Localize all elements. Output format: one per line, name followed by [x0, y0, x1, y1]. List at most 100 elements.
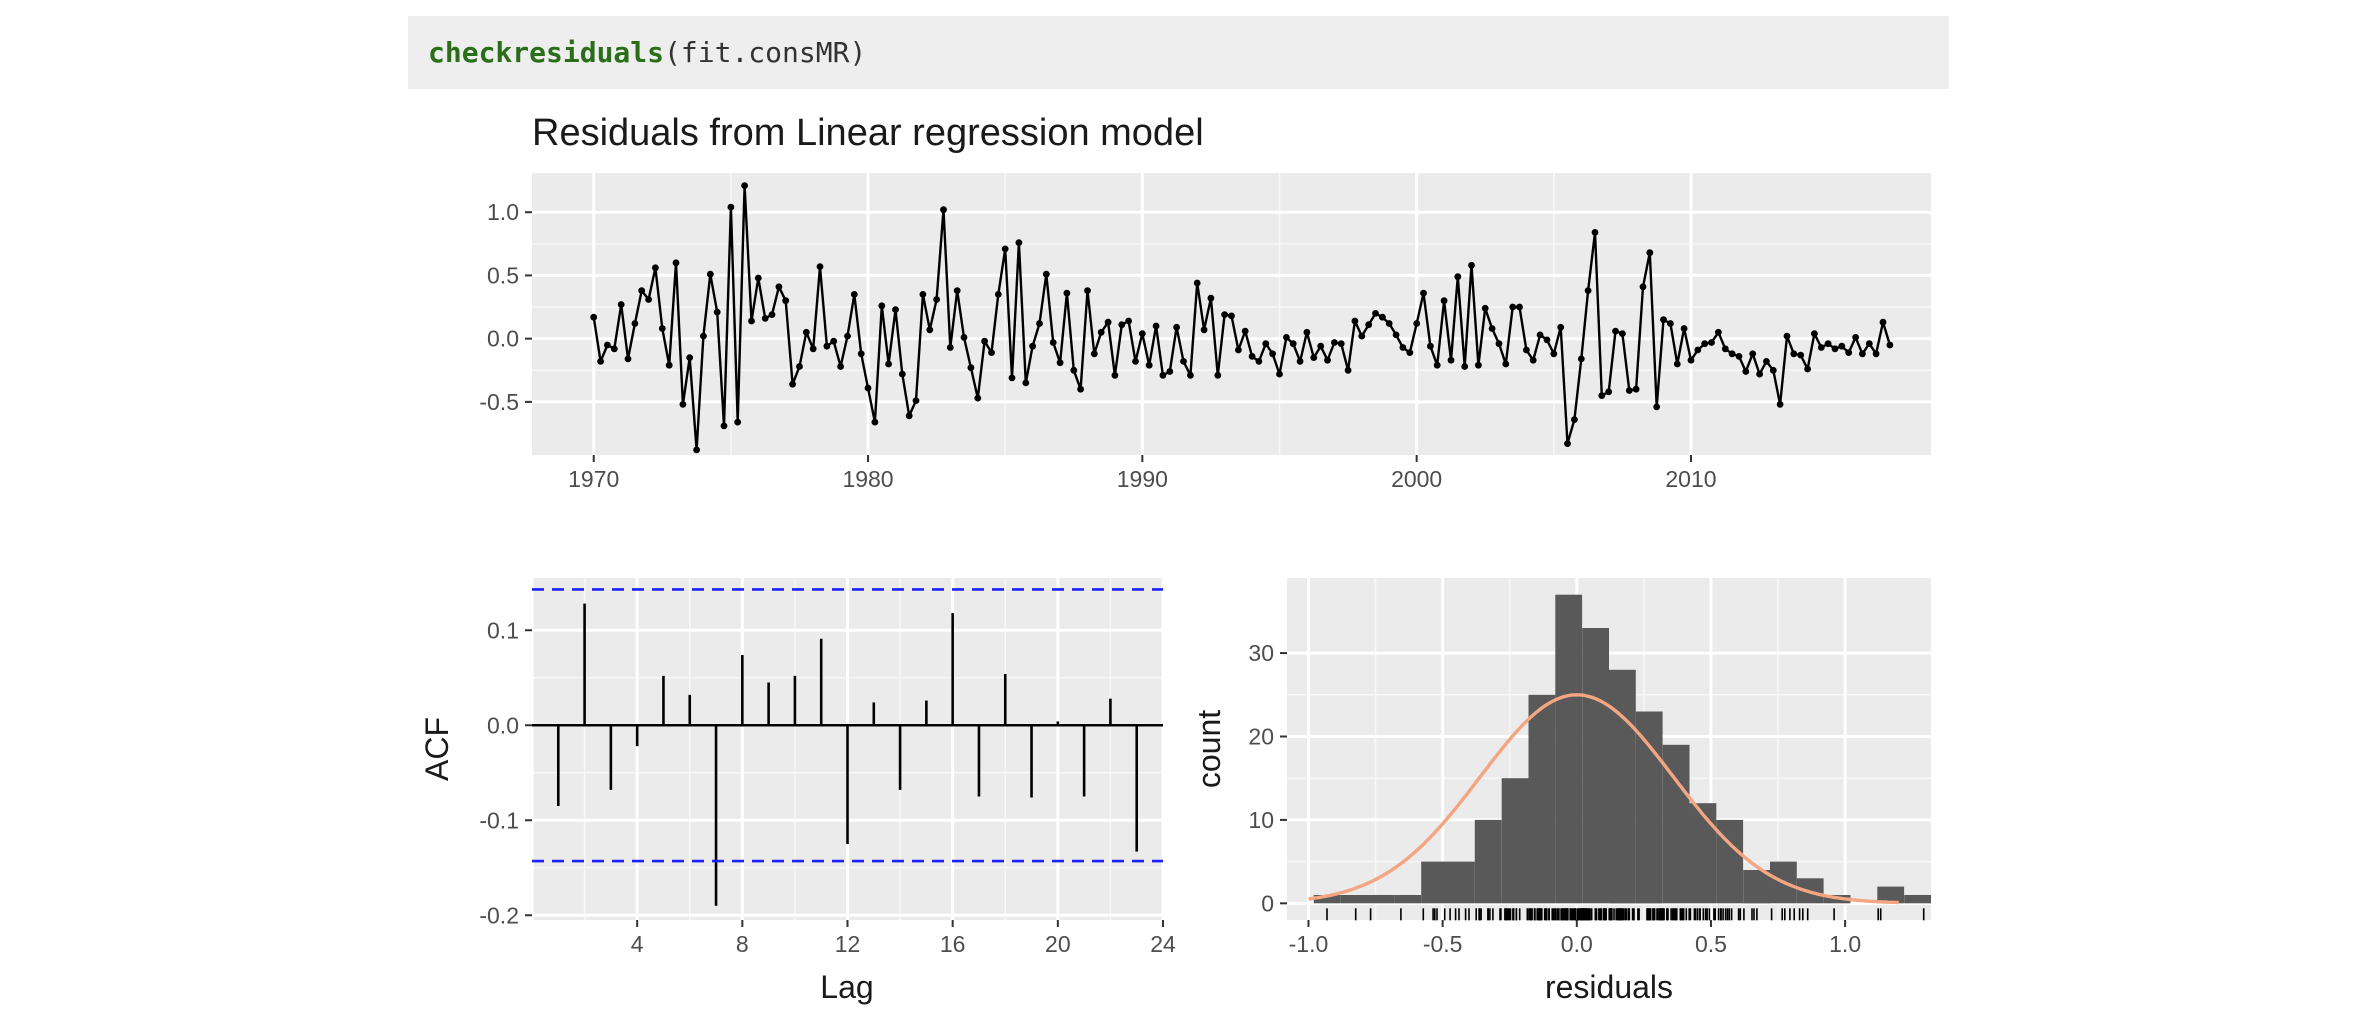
code-block: checkresiduals (fit.consMR) — [408, 16, 1949, 89]
hist-x-axis: -1.0 -0.5 0.0 0.5 1.0 — [1289, 920, 1861, 957]
residual-point — [1427, 342, 1434, 350]
hist-bar — [1877, 886, 1905, 904]
residual-point — [1804, 365, 1811, 373]
residual-point — [1509, 303, 1517, 311]
residual-point — [590, 313, 598, 321]
residual-point — [1118, 321, 1126, 329]
acf-y-axis-title: ACF — [419, 717, 455, 781]
residual-point — [1488, 325, 1496, 332]
hist-bar — [1904, 895, 1931, 904]
code-function: checkresiduals — [428, 36, 665, 69]
residual-point — [1283, 334, 1290, 341]
residual-point — [1523, 346, 1530, 354]
residual-point — [1769, 366, 1777, 374]
residual-series — [590, 182, 1894, 454]
residual-point — [734, 418, 742, 426]
hist-density — [1308, 693, 1899, 905]
residual-point — [1166, 368, 1174, 375]
histogram-panel: 0 10 20 30 -1.0 -0.5 0.0 0.5 1.0 residuals coun… — [1191, 578, 1931, 1005]
residual-point — [604, 341, 611, 349]
acf-panel: -0.2 -0.1 0.0 0.1 4 8 12 16 20 24 Lag ACF — [419, 578, 1176, 1005]
residual-point — [1392, 331, 1400, 339]
hist-bar — [1609, 669, 1636, 904]
y-tick-label: 0 — [1261, 890, 1274, 916]
residual-point — [748, 317, 755, 325]
residual-point — [1879, 318, 1887, 326]
residual-point — [940, 206, 947, 214]
residual-point — [713, 308, 721, 316]
residual-point — [1619, 330, 1626, 337]
hist-bar — [1448, 861, 1475, 904]
residual-point — [1049, 339, 1057, 346]
x-tick-label: -0.5 — [1423, 931, 1463, 957]
residual-point — [960, 334, 968, 341]
residual-point — [1605, 388, 1613, 396]
ts-x-axis: 1970 1980 1990 2000 2010 — [568, 455, 1717, 492]
residual-point — [1708, 339, 1715, 346]
y-tick-label: 0.0 — [487, 712, 519, 738]
residual-point — [1694, 346, 1702, 354]
residual-point — [926, 326, 934, 334]
residual-point — [1646, 249, 1654, 257]
residual-point — [775, 283, 783, 291]
residual-point — [919, 291, 927, 298]
x-tick-label: 24 — [1150, 931, 1176, 957]
residual-point — [988, 349, 995, 356]
residual-point — [1399, 344, 1407, 351]
acf-y-axis: -0.2 -0.1 0.0 0.1 — [479, 617, 532, 928]
ts-gridlines — [532, 173, 1931, 455]
residual-point — [1228, 312, 1235, 320]
y-tick-label: 0.0 — [487, 326, 519, 352]
residual-point — [1811, 330, 1818, 337]
residual-point — [1193, 279, 1201, 287]
code-args: (fit.consMR) — [664, 36, 867, 69]
residual-point — [864, 384, 872, 392]
residual-point — [1680, 325, 1688, 332]
residual-point — [1180, 358, 1187, 365]
x-tick-label: 12 — [835, 931, 861, 957]
residual-point — [844, 332, 851, 340]
residual-point — [1097, 328, 1105, 336]
y-tick-label: 30 — [1248, 640, 1274, 666]
x-tick-label: 0.0 — [1561, 931, 1593, 957]
residual-point — [1756, 370, 1763, 378]
residual-point — [754, 274, 762, 282]
hist-bar — [1501, 778, 1529, 904]
residual-point — [1673, 360, 1681, 368]
residual-point — [1385, 320, 1393, 327]
residual-point — [1152, 322, 1160, 330]
residual-point — [1138, 330, 1146, 337]
residual-point — [1468, 261, 1475, 269]
residual-point — [1104, 318, 1112, 326]
acf-bars — [532, 588, 1163, 906]
residual-point — [1571, 416, 1578, 423]
density-curve — [1308, 693, 1899, 905]
residual-point — [1687, 356, 1695, 364]
residual-point — [624, 355, 632, 363]
residual-point — [1735, 353, 1743, 360]
residual-point — [686, 354, 694, 361]
residual-point — [1029, 342, 1036, 350]
residual-point — [1817, 344, 1825, 351]
y-tick-label: 0.5 — [487, 262, 519, 288]
residual-point — [1742, 368, 1750, 375]
residual-point — [802, 328, 810, 336]
residual-point — [1022, 379, 1030, 387]
residual-point — [1413, 320, 1421, 327]
residual-point — [631, 320, 639, 327]
residual-point — [1001, 245, 1009, 253]
residual-point — [782, 297, 790, 305]
residual-point — [1008, 374, 1016, 382]
x-tick-label: 0.5 — [1695, 931, 1727, 957]
residual-point — [885, 360, 892, 368]
hist-bar — [1394, 895, 1422, 904]
residual-point — [617, 301, 625, 308]
residual-point — [1715, 328, 1722, 336]
residual-point — [1365, 321, 1373, 329]
residual-point — [1324, 356, 1331, 364]
residual-point — [1317, 342, 1325, 350]
residual-point — [1859, 350, 1866, 358]
x-tick-label: 1980 — [842, 466, 893, 492]
residual-point — [1084, 287, 1091, 294]
